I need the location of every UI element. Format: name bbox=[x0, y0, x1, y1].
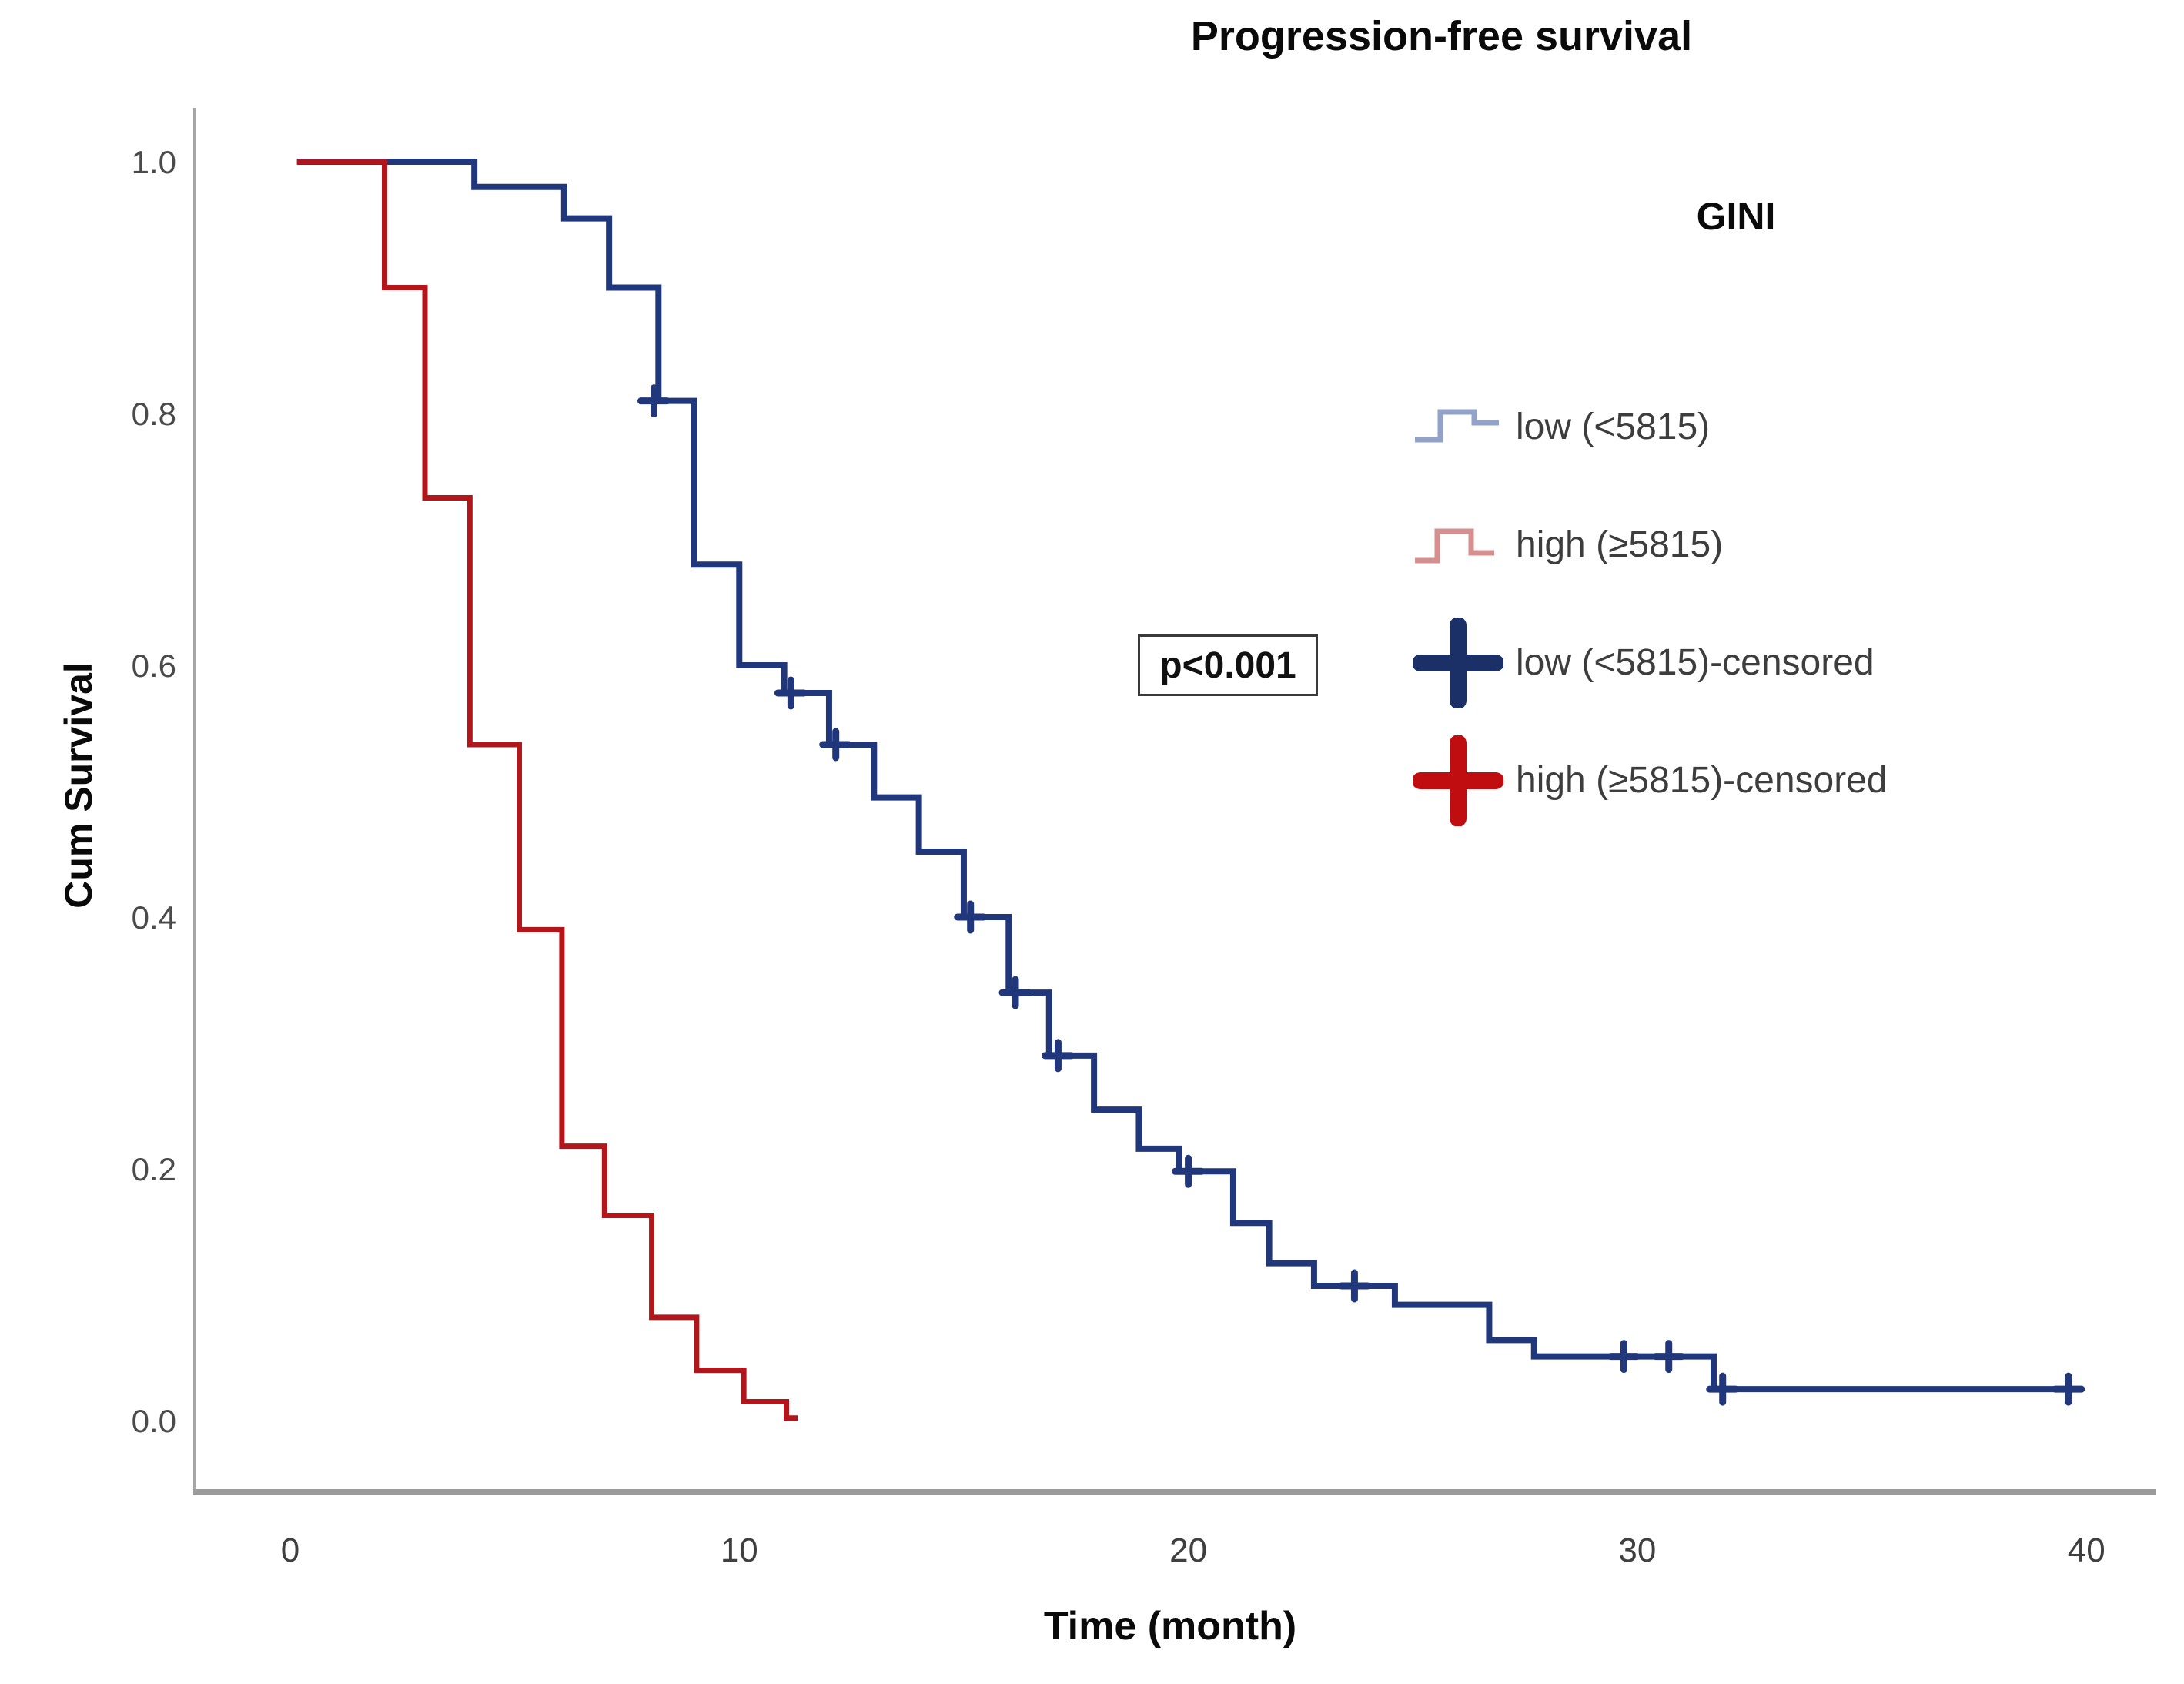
low-censor-mark bbox=[819, 728, 853, 762]
y-axis-label: Cum Survival bbox=[57, 662, 100, 909]
legend-item-label: low (<5815) bbox=[1516, 407, 1711, 447]
low-censor-mark bbox=[1041, 1039, 1075, 1073]
y-tick-label: 0.8 bbox=[132, 396, 176, 432]
censor-marks bbox=[637, 384, 2085, 1406]
legend-censor-symbol bbox=[1413, 617, 1511, 708]
low-censor-mark bbox=[1706, 1372, 1740, 1406]
y-tick-label: 0.6 bbox=[132, 648, 176, 684]
legend-curve-symbol bbox=[1413, 404, 1511, 450]
low-censor-mark bbox=[1172, 1154, 1206, 1188]
legend-curve-symbol bbox=[1413, 522, 1511, 568]
x-tick-label: 40 bbox=[2068, 1532, 2105, 1569]
y-tick-label: 1.0 bbox=[132, 144, 176, 180]
legend-step-line-icon bbox=[1415, 528, 1494, 563]
y-tick-label: 0.0 bbox=[132, 1403, 176, 1439]
low-censor-mark bbox=[637, 384, 671, 418]
legend-item-label: high (≥5815) bbox=[1516, 524, 1724, 565]
x-tick-label: 20 bbox=[1169, 1532, 1207, 1569]
chart-title: Progression-free survival bbox=[1190, 13, 1693, 59]
x-tick-label: 10 bbox=[721, 1532, 758, 1569]
y-tick-labels: 1.0 0.8 0.6 0.4 0.2 0.0 bbox=[132, 144, 176, 1439]
legend: GINI low (<5815) high (≥5815) low (<5815)-… bbox=[1413, 194, 2105, 839]
low-censor-mark bbox=[998, 976, 1032, 1009]
axes bbox=[193, 108, 2156, 1495]
x-axis-label: Time (month) bbox=[1043, 1604, 1297, 1649]
legend-item: low (<5815)-censored bbox=[1413, 604, 2105, 721]
legend-title: GINI bbox=[1696, 195, 1776, 238]
low-censor-mark bbox=[774, 676, 808, 710]
y-tick-label: 0.4 bbox=[132, 899, 176, 936]
legend-step-line-icon bbox=[1415, 409, 1499, 442]
low-censor-mark bbox=[1607, 1340, 1641, 1374]
low-censor-mark bbox=[954, 900, 988, 934]
legend-item: high (≥5815)-censored bbox=[1413, 721, 2105, 839]
x-tick-label: 30 bbox=[1618, 1532, 1656, 1569]
legend-items: low (<5815) high (≥5815) low (<5815)-censo… bbox=[1413, 368, 2105, 839]
x-tick-label: 0 bbox=[281, 1532, 299, 1569]
low-censor-mark bbox=[2052, 1372, 2085, 1406]
legend-censored-plus-icon bbox=[1413, 617, 1503, 708]
x-tick-labels: 0 10 20 30 40 bbox=[281, 1532, 2105, 1569]
legend-item-label: low (<5815)-censored bbox=[1516, 642, 1875, 683]
low-group-curve bbox=[296, 159, 2073, 1393]
y-tick-label: 0.2 bbox=[132, 1151, 176, 1187]
legend-item-label: high (≥5815)-censored bbox=[1516, 760, 1888, 801]
low-censor-mark bbox=[1652, 1340, 1686, 1374]
legend-censored-plus-icon bbox=[1413, 735, 1503, 826]
legend-item: high (≥5815) bbox=[1413, 486, 2105, 604]
legend-item: low (<5815) bbox=[1413, 368, 2105, 486]
legend-censor-symbol bbox=[1413, 735, 1511, 826]
survival-curves bbox=[296, 159, 2073, 1421]
p-value-annotation: p<0.001 bbox=[1138, 634, 1318, 696]
low-censor-mark bbox=[1337, 1269, 1371, 1303]
high-group-curve bbox=[296, 159, 798, 1421]
